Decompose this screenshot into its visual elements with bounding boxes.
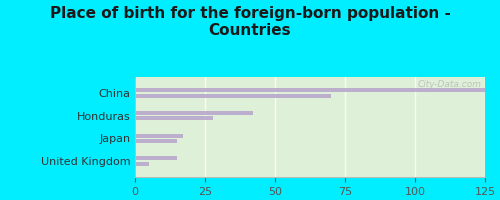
Bar <box>135 134 182 138</box>
Bar <box>135 116 214 120</box>
Bar <box>135 156 177 160</box>
Bar <box>135 111 252 115</box>
Text: Place of birth for the foreign-born population -
Countries: Place of birth for the foreign-born popu… <box>50 6 450 38</box>
Bar <box>135 88 485 92</box>
Bar <box>135 94 331 98</box>
Text: City-Data.com: City-Data.com <box>418 80 482 89</box>
Bar <box>135 162 149 166</box>
Bar <box>135 139 177 143</box>
